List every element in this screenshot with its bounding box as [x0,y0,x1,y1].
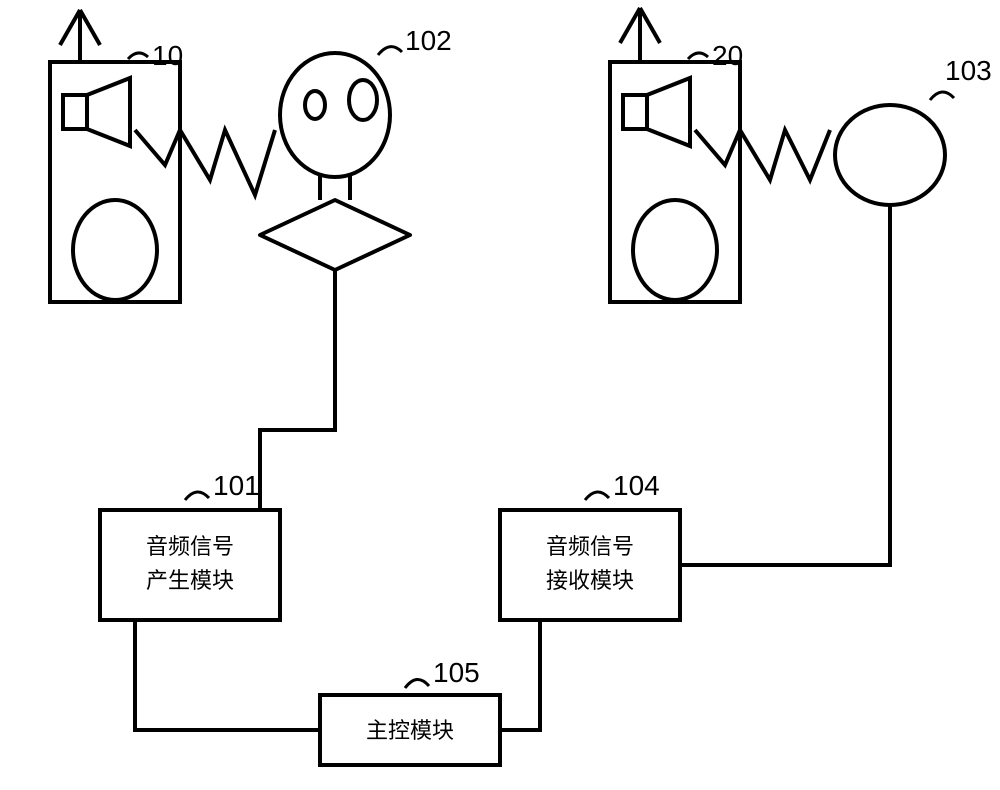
box-104-line2: 接收模块 [546,568,634,593]
label-10: 10 [152,40,183,71]
edge-101-105 [135,620,320,730]
label-102: 102 [405,25,452,56]
box-105-text: 主控模块 [366,718,454,743]
zigzag-left [135,130,275,195]
label-101: 101 [213,470,260,501]
head-102 [260,53,410,270]
edge-102-101 [260,270,335,510]
speaker-icon-right [623,78,690,146]
edge-104-105 [500,620,540,730]
label-105: 105 [433,657,480,688]
label-20: 20 [712,40,743,71]
speaker-icon [63,78,130,146]
box-101-line2: 产生模块 [146,568,234,593]
label-104: 104 [613,470,660,501]
box-101 [100,510,280,620]
box-104 [500,510,680,620]
diagram-svg: 10 102 20 103 [0,0,1000,790]
box-101-line1: 音频信号 [146,534,234,559]
zigzag-right [695,130,830,180]
edge-103-104 [680,205,890,565]
mic-103 [835,105,945,205]
box-104-line1: 音频信号 [546,534,634,559]
label-103: 103 [945,55,992,86]
